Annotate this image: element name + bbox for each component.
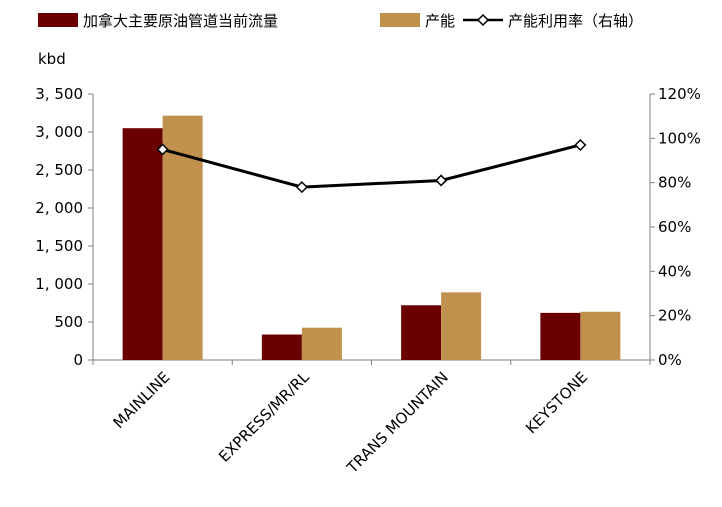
category-label: KEYSTONE bbox=[522, 368, 591, 437]
left-axis-tick-label: 3, 500 bbox=[35, 85, 83, 103]
utilization-point-2 bbox=[435, 174, 448, 187]
bar-flow-0 bbox=[122, 128, 163, 360]
category-labels: MAINLINE EXPRESS/MR/RL TRANS MOUNTAIN KEYST… bbox=[110, 368, 592, 478]
bar-flow-2 bbox=[401, 305, 442, 360]
legend-label-1: 产能 bbox=[425, 12, 455, 30]
bar-capacity-3 bbox=[580, 311, 621, 360]
axes: 0 500 1, 000 1, 500 2, 000 2, 500 3, 000 3, 500… bbox=[35, 85, 701, 369]
left-axis-tick-label: 500 bbox=[54, 313, 83, 331]
bar-capacity-1 bbox=[301, 327, 342, 360]
bar-capacity-0 bbox=[162, 115, 203, 360]
left-axis-tick-label: 2, 500 bbox=[35, 161, 83, 179]
left-axis-tick-label: 1, 000 bbox=[35, 275, 83, 293]
left-axis-tick-label: 1, 500 bbox=[35, 237, 83, 255]
right-axis-tick-label: 120% bbox=[658, 85, 701, 103]
left-axis-tick-label: 3, 000 bbox=[35, 123, 83, 141]
legend-marker-2 bbox=[476, 13, 490, 27]
utilization-point-1 bbox=[295, 181, 308, 194]
right-axis-tick-label: 60% bbox=[658, 218, 691, 236]
category-label: TRANS MOUNTAIN bbox=[343, 368, 452, 477]
category-label: MAINLINE bbox=[110, 368, 174, 432]
right-axis-tick-label: 20% bbox=[658, 307, 691, 325]
bar-flow-1 bbox=[261, 334, 302, 360]
right-axis-tick-label: 80% bbox=[658, 174, 691, 192]
left-axis-tick-label: 2, 000 bbox=[35, 199, 83, 217]
right-axis-tick-label: 0% bbox=[658, 351, 682, 369]
bar-flow-3 bbox=[540, 312, 581, 360]
left-axis-unit-label: kbd bbox=[38, 50, 66, 68]
legend: 加拿大主要原油管道当前流量 产能 产能利用率（右轴） bbox=[38, 12, 643, 30]
right-axis-tick-label: 100% bbox=[658, 129, 701, 147]
category-label: EXPRESS/MR/RL bbox=[215, 368, 313, 466]
legend-swatch-1 bbox=[380, 13, 420, 27]
utilization-line bbox=[156, 138, 587, 194]
legend-swatch-0 bbox=[38, 13, 78, 27]
legend-label-0: 加拿大主要原油管道当前流量 bbox=[83, 12, 278, 30]
bar-capacity-2 bbox=[441, 292, 482, 360]
bars bbox=[122, 115, 621, 360]
left-axis-tick-label: 0 bbox=[73, 351, 83, 369]
utilization-line-path bbox=[162, 143, 581, 189]
right-axis-tick-label: 40% bbox=[658, 262, 691, 280]
utilization-point-0 bbox=[156, 143, 169, 156]
utilization-point-3 bbox=[574, 138, 587, 152]
legend-label-2: 产能利用率（右轴） bbox=[508, 12, 643, 30]
